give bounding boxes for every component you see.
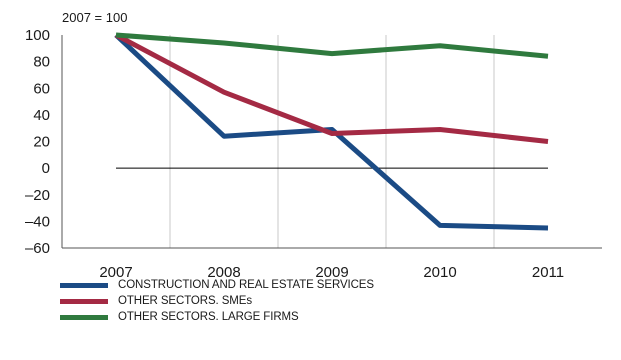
series-line-construction-and-real-estate-services [114, 33, 549, 231]
y-tick-label: 0 [42, 160, 50, 177]
legend-swatch [60, 298, 108, 304]
y-tick-label: 20 [33, 134, 50, 151]
y-tick-label: 80 [33, 54, 50, 71]
x-tick-label: 2007 [99, 264, 132, 281]
legend-label: OTHER SECTORS. SMEs [118, 295, 252, 307]
x-tick-label: 2008 [207, 264, 240, 281]
legend-item: CONSTRUCTION AND REAL ESTATE SERVICES [60, 277, 374, 293]
x-tick-label: 2011 [532, 264, 564, 281]
y-tick-label: –60 [25, 240, 50, 257]
legend-label: OTHER SECTORS. LARGE FIRMS [118, 311, 299, 323]
legend: CONSTRUCTION AND REAL ESTATE SERVICES OTH… [60, 277, 374, 325]
y-tick-label: –40 [25, 213, 50, 230]
legend-item: OTHER SECTORS. SMEs [60, 293, 374, 309]
legend-swatch [60, 282, 108, 288]
x-tick-label: 2009 [315, 264, 348, 281]
unit-label: 2007 = 100 [62, 10, 127, 25]
vertical-gridlines [169, 35, 495, 248]
y-tick-label: 60 [33, 80, 50, 97]
legend-item: OTHER SECTORS. LARGE FIRMS [60, 309, 374, 325]
y-tick-label: –20 [25, 187, 50, 204]
series-lines [114, 32, 549, 231]
axes [61, 35, 602, 249]
series-line-other-sectors-large-firms [115, 32, 549, 59]
y-axis-ticks: 100 80 60 40 20 0 –20 –40 –60 [25, 27, 50, 257]
x-tick-label: 2010 [423, 264, 456, 281]
y-tick-label: 100 [25, 27, 50, 44]
legend-label: CONSTRUCTION AND REAL ESTATE SERVICES [118, 279, 374, 291]
x-axis-ticks: 2007 2008 2009 2010 2011 [99, 264, 564, 281]
legend-swatch [60, 314, 108, 320]
y-tick-label: 40 [33, 107, 50, 124]
series-line-other-sectors-smes [114, 32, 549, 144]
